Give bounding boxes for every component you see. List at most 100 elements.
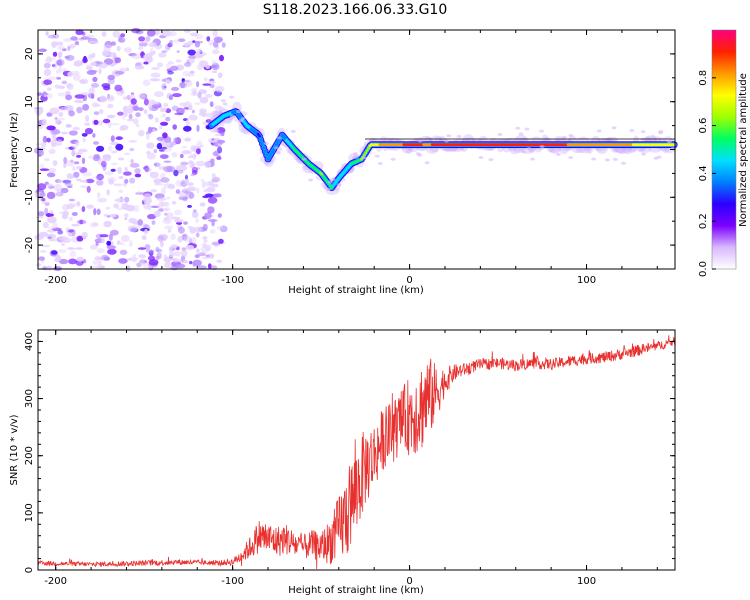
spectrogram-x-tick-label: 100: [577, 275, 596, 286]
spectrogram-ridge-halo: [515, 126, 521, 130]
spectrogram-ridge-halo: [596, 129, 602, 133]
spectrogram-noise-blob: [93, 119, 99, 125]
spectrogram-noise-blob: [100, 160, 107, 168]
spectrogram-noise-blob: [201, 51, 207, 56]
spectrogram-noise-blob: [179, 102, 186, 107]
spectrogram-ridge-point: [263, 150, 267, 153]
spectrogram-noise-blob: [93, 208, 97, 216]
colorbar-label: Normalized spectral amplitude: [738, 73, 749, 227]
spectrogram-noise-blob: [99, 234, 109, 238]
spectrogram-noise-blob: [90, 62, 97, 66]
spectrogram-noise-blob: [169, 40, 174, 44]
spectrogram-noise-blob: [71, 223, 80, 227]
spectrogram-noise-blob: [177, 164, 188, 172]
spectrogram-noise-blob: [171, 86, 180, 91]
spectrogram-ridge-halo: [263, 141, 269, 145]
spectrogram-noise-blob: [164, 207, 171, 212]
spectrogram-noise-blob: [86, 66, 93, 71]
spectrogram-noise-blob: [185, 245, 195, 250]
spectrogram-noise-blob: [45, 212, 54, 218]
spectrogram-noise-blob: [129, 227, 138, 233]
spectrogram-noise-blob: [82, 57, 88, 64]
spectrogram-noise-blob: [36, 263, 42, 267]
spectrogram-noise-blob: [211, 220, 215, 227]
spectrogram-noise-blobs: [33, 27, 228, 272]
spectrogram-noise-blob: [96, 179, 104, 186]
spectrogram-noise-blob: [145, 36, 151, 42]
spectrogram-noise-blob: [146, 142, 155, 149]
spectrogram-noise-blob: [161, 50, 168, 53]
spectrogram-noise-blob: [99, 109, 104, 115]
spectrogram-noise-blob: [110, 229, 119, 236]
spectrogram-noise-blob: [163, 160, 172, 163]
spectrogram-noise-blob: [47, 87, 52, 91]
spectrogram-noise-blob: [217, 106, 226, 112]
spectrogram-noise-blob: [208, 140, 218, 143]
spectrogram-noise-blob: [184, 62, 192, 67]
spectrogram-noise-blob: [76, 235, 84, 242]
spectrogram-y-tick-label: -20: [24, 237, 35, 253]
spectrogram-noise-blob: [143, 98, 149, 106]
spectrogram-ridge-halo: [308, 178, 314, 182]
spectrogram-noise-blob: [104, 58, 114, 65]
spectrogram-noise-blob: [69, 216, 73, 222]
spectrogram-ridge-halo: [229, 95, 235, 99]
spectrogram-noise-blob: [68, 130, 78, 136]
colorbar-gradient: [712, 30, 736, 269]
spectrogram-noise-blob: [48, 226, 57, 230]
spectrogram-noise-blob: [170, 265, 179, 271]
spectrogram-noise-blob: [111, 41, 116, 46]
spectrogram-noise-blob: [112, 30, 121, 38]
spectrogram-noise-blob: [76, 155, 82, 158]
spectrogram-noise-blob: [204, 93, 213, 99]
spectrogram-noise-blob: [167, 61, 174, 65]
spectrogram-noise-blob: [188, 114, 198, 121]
spectrogram-noise-blob: [176, 50, 180, 53]
spectrogram-ridge-halo: [556, 153, 561, 156]
spectrogram-noise-blob: [187, 187, 197, 192]
spectrogram-noise-blob: [65, 94, 73, 101]
spectrogram-noise-blob: [86, 204, 94, 209]
spectrogram-ridge-halo: [222, 102, 228, 106]
spectrogram-noise-blob: [118, 258, 128, 264]
spectrogram-noise-blob: [76, 201, 81, 207]
spectrogram-noise-blob: [148, 259, 159, 266]
spectrogram-noise-blob: [87, 93, 95, 99]
spectrogram-noise-blob: [43, 94, 47, 98]
spectrogram-noise-blob: [72, 203, 76, 207]
spectrogram-noise-blob: [159, 154, 169, 160]
spectrogram-noise-blob: [163, 102, 169, 108]
spectrogram-noise-blob: [103, 155, 111, 162]
spectrogram-noise-blob: [148, 103, 152, 110]
spectrogram-noise-blob: [152, 128, 156, 132]
spectrogram-ridge-point: [261, 142, 264, 146]
spectrogram-noise-blob: [153, 210, 161, 218]
spectrogram-noise-blob: [151, 220, 156, 226]
spectrogram-noise-blob: [85, 178, 95, 184]
spectrogram-noise-blob: [143, 109, 148, 115]
spectrogram-noise-blob: [74, 161, 80, 165]
spectrogram-noise-blob: [219, 54, 224, 62]
spectrogram-noise-blob: [110, 135, 115, 143]
spectrogram-noise-blob: [76, 166, 82, 170]
spectrogram-noise-blob: [103, 214, 109, 217]
spectrogram-ridge-halo: [653, 156, 659, 160]
spectrogram-noise-blob: [123, 171, 132, 176]
spectrogram-noise-blob: [110, 141, 119, 146]
spectrogram-noise-blob: [199, 144, 204, 148]
spectrogram-noise-blob: [135, 112, 141, 118]
spectrogram-ridge-point: [365, 149, 369, 152]
spectrogram-noise-blob: [89, 54, 95, 59]
spectrogram-x-tick-label: -200: [44, 275, 67, 286]
spectrogram-noise-blob: [142, 54, 152, 62]
spectrogram-noise-blob: [148, 113, 154, 120]
spectrogram-noise-blob: [110, 168, 116, 172]
spectrogram-noise-blob: [48, 148, 56, 155]
spectrogram-ridge-halo: [618, 150, 624, 154]
spectrogram-noise-blob: [49, 107, 60, 115]
spectrogram-noise-blob: [41, 198, 46, 202]
spectrogram-noise-blob: [67, 247, 75, 250]
spectrogram-noise-blob: [137, 191, 141, 195]
snr-y-tick-label: 100: [24, 503, 35, 522]
